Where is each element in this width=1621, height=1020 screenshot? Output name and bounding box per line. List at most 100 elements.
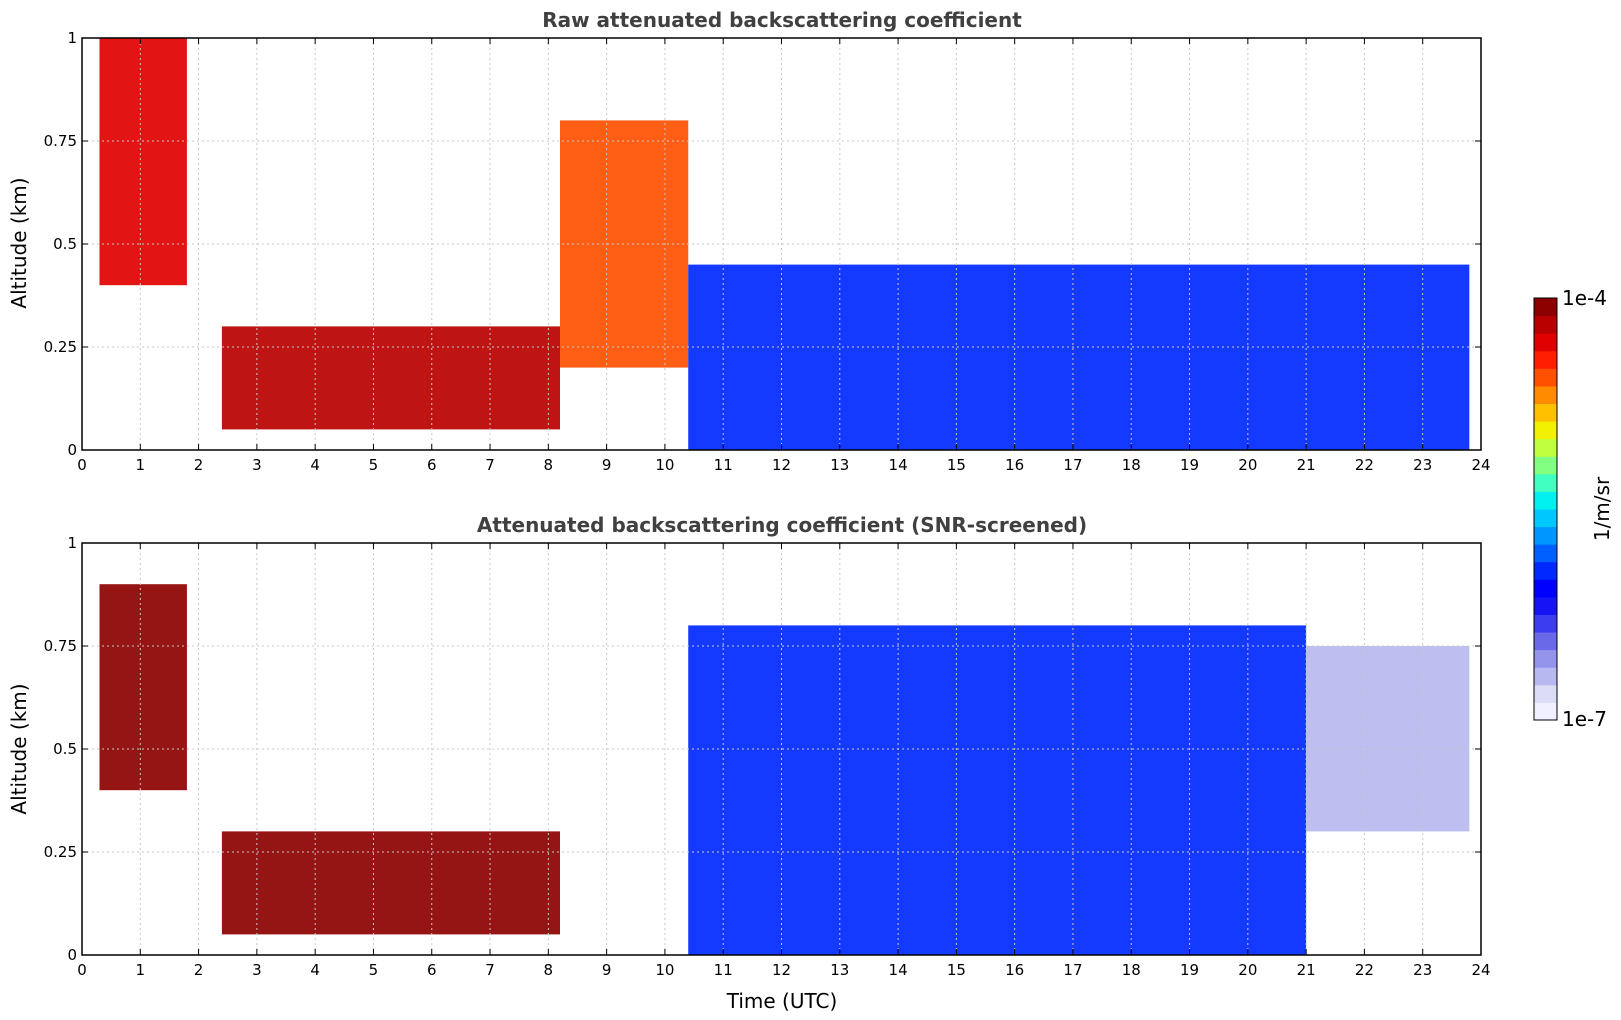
colorbar-swatch xyxy=(1534,491,1557,510)
x-tick-label: 10 xyxy=(655,961,674,979)
heatmap-layer-screened-1 xyxy=(221,831,560,935)
x-tick-label: 7 xyxy=(485,961,495,979)
y-tick-label: 0.25 xyxy=(44,338,77,356)
x-tick-label: 14 xyxy=(889,961,908,979)
x-tick-label: 23 xyxy=(1413,961,1432,979)
heatmap-layer-raw-2 xyxy=(559,120,689,368)
x-tick-label: 1 xyxy=(136,456,146,474)
x-tick-label: 12 xyxy=(772,456,791,474)
x-tick-label: 5 xyxy=(369,456,379,474)
colorbar-frame xyxy=(1533,297,1558,721)
y-tick-label: 0.5 xyxy=(53,740,77,758)
colorbar-swatch xyxy=(1534,315,1557,334)
colorbar-swatch xyxy=(1534,561,1557,580)
colorbar: 1e-4 1e-7 1/m/sr xyxy=(1533,286,1614,731)
plot-panel-screened: Attenuated backscattering coefficient (S… xyxy=(7,513,1491,1013)
colorbar-swatch xyxy=(1534,456,1557,475)
x-tick-label: 24 xyxy=(1471,961,1490,979)
colorbar-swatch xyxy=(1534,579,1557,598)
colorbar-swatch xyxy=(1534,526,1557,545)
y-tick-label: 1 xyxy=(67,534,77,552)
x-tick-label: 6 xyxy=(427,961,437,979)
y-tick-label: 0 xyxy=(67,946,77,964)
x-tick-label: 24 xyxy=(1471,456,1490,474)
colorbar-swatch xyxy=(1534,350,1557,369)
colorbar-swatch xyxy=(1534,333,1557,352)
colorbar-swatch xyxy=(1534,438,1557,457)
heatmap-layer-raw-3 xyxy=(688,264,1470,450)
x-tick-label: 18 xyxy=(1122,456,1141,474)
x-tick-label: 15 xyxy=(947,456,966,474)
y-axis-label-raw: Altitude (km) xyxy=(7,177,31,308)
colorbar-swatch xyxy=(1534,368,1557,387)
x-tick-label: 17 xyxy=(1063,456,1082,474)
x-tick-label: 18 xyxy=(1122,961,1141,979)
x-tick-label: 11 xyxy=(714,961,733,979)
heatmap-layer-screened-3 xyxy=(1306,646,1470,832)
colorbar-swatch xyxy=(1534,649,1557,668)
colorbar-swatch xyxy=(1534,614,1557,633)
x-tick-label: 8 xyxy=(544,456,554,474)
heatmap-layer-raw-1 xyxy=(221,326,560,430)
x-tick-label: 20 xyxy=(1238,456,1257,474)
colorbar-swatch xyxy=(1534,544,1557,563)
x-tick-label: 14 xyxy=(889,456,908,474)
x-tick-label: 22 xyxy=(1355,961,1374,979)
x-tick-label: 21 xyxy=(1297,456,1316,474)
x-tick-label: 13 xyxy=(830,456,849,474)
heatmap-layer-screened-0 xyxy=(99,584,187,791)
x-tick-label: 17 xyxy=(1063,961,1082,979)
colorbar-unit-label: 1/m/sr xyxy=(1590,476,1614,541)
colorbar-min-label: 1e-7 xyxy=(1562,707,1607,731)
heatmap-layer-raw-0 xyxy=(99,38,187,286)
colorbar-swatch xyxy=(1534,385,1557,404)
colorbar-swatch xyxy=(1534,473,1557,492)
colorbar-swatch xyxy=(1534,702,1557,721)
x-tick-label: 4 xyxy=(310,961,320,979)
x-tick-label: 20 xyxy=(1238,961,1257,979)
x-tick-label: 9 xyxy=(602,961,612,979)
x-tick-label: 13 xyxy=(830,961,849,979)
colorbar-swatch xyxy=(1534,684,1557,703)
x-tick-label: 22 xyxy=(1355,456,1374,474)
x-tick-label: 7 xyxy=(485,456,495,474)
x-tick-label: 21 xyxy=(1297,961,1316,979)
x-tick-label: 5 xyxy=(369,961,379,979)
x-tick-label: 16 xyxy=(1005,961,1024,979)
y-tick-label: 0.75 xyxy=(44,132,77,150)
y-axis-label-screened: Altitude (km) xyxy=(7,683,31,814)
x-tick-label: 4 xyxy=(310,456,320,474)
x-tick-label: 6 xyxy=(427,456,437,474)
x-tick-label: 0 xyxy=(77,456,87,474)
y-tick-label: 0 xyxy=(67,441,77,459)
chart-title-screened: Attenuated backscattering coefficient (S… xyxy=(477,513,1087,537)
colorbar-swatch xyxy=(1534,403,1557,422)
x-tick-label: 3 xyxy=(252,456,262,474)
x-tick-label: 23 xyxy=(1413,456,1432,474)
x-tick-label: 9 xyxy=(602,456,612,474)
x-tick-label: 0 xyxy=(77,961,87,979)
heatmap-layer-screened-2 xyxy=(688,625,1307,955)
x-tick-label: 8 xyxy=(544,961,554,979)
y-tick-label: 1 xyxy=(67,29,77,47)
x-tick-label: 19 xyxy=(1180,961,1199,979)
x-tick-label: 11 xyxy=(714,456,733,474)
x-axis-label: Time (UTC) xyxy=(726,989,838,1013)
x-tick-label: 15 xyxy=(947,961,966,979)
colorbar-max-label: 1e-4 xyxy=(1562,286,1607,310)
x-tick-label: 10 xyxy=(655,456,674,474)
x-tick-label: 2 xyxy=(194,456,204,474)
y-tick-label: 0.5 xyxy=(53,235,77,253)
colorbar-swatch xyxy=(1534,509,1557,528)
colorbar-swatch xyxy=(1534,596,1557,615)
colorbar-swatch xyxy=(1534,298,1557,317)
colorbar-swatch xyxy=(1534,421,1557,440)
plot-panel-raw: Raw attenuated backscattering coefficien… xyxy=(7,8,1491,474)
y-tick-label: 0.75 xyxy=(44,637,77,655)
x-tick-label: 1 xyxy=(136,961,146,979)
colorbar-swatch xyxy=(1534,667,1557,686)
y-tick-label: 0.25 xyxy=(44,843,77,861)
x-tick-label: 19 xyxy=(1180,456,1199,474)
chart-title-raw: Raw attenuated backscattering coefficien… xyxy=(542,8,1022,32)
